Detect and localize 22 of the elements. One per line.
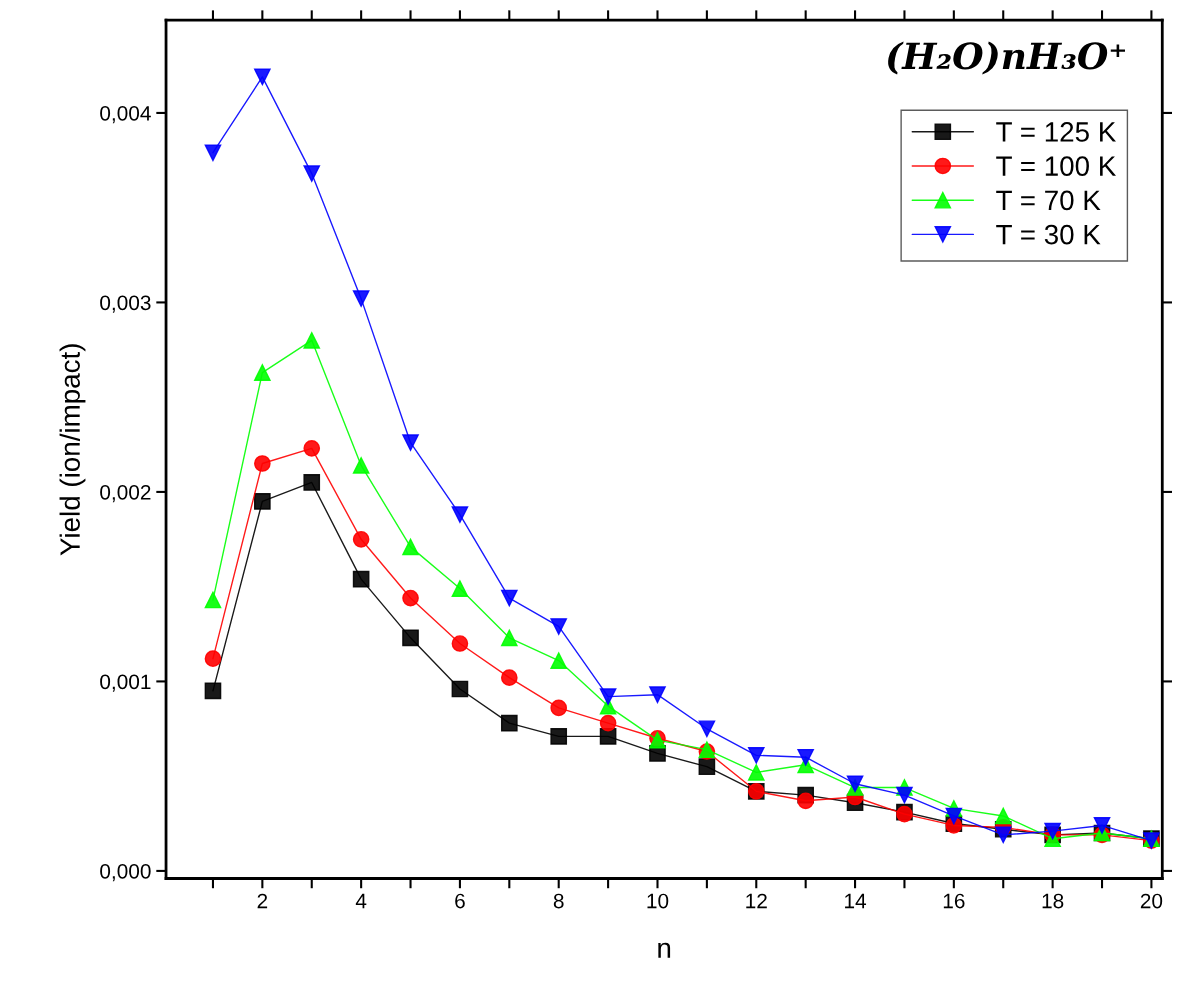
y-tick-label: 0,003 [100, 295, 151, 313]
x-tick-label: 20 [1140, 893, 1163, 909]
legend-label: T = 30 K [996, 224, 1101, 245]
x-axis-title: n [658, 942, 671, 958]
legend-label: T = 100 K [996, 156, 1116, 176]
x-tick-label: 4 [355, 893, 367, 909]
x-tick-label: 18 [1042, 893, 1064, 909]
y-tick-label: 0,000 [100, 863, 151, 882]
x-tick-label: 14 [845, 893, 867, 909]
y-tick-label: 0,004 [100, 105, 151, 124]
x-tick-label: 16 [943, 893, 965, 909]
legend-label: T = 70 K [996, 190, 1101, 211]
x-tick-label: 10 [647, 893, 669, 909]
y-tick-label: 0,001 [100, 674, 151, 692]
y-tick-label: 0,002 [100, 484, 151, 503]
x-tick-label: 12 [746, 893, 767, 909]
x-tick-label: 6 [455, 893, 465, 909]
x-tick-label: 8 [553, 893, 564, 909]
y-axis-title: Yield (ion/impact) [59, 344, 86, 556]
x-tick-label: 2 [257, 893, 268, 909]
text: (H₂O)nH₃O⁺ [888, 41, 1125, 75]
legend-label: T = 125 K [996, 122, 1116, 142]
